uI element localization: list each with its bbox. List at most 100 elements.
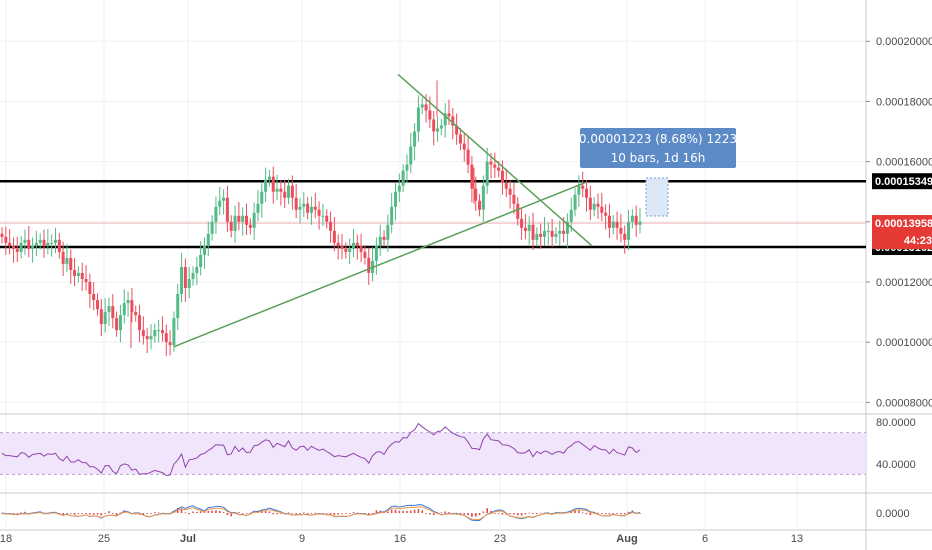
macd-hist-bar bbox=[306, 513, 309, 514]
candle-body bbox=[309, 206, 313, 213]
candle-body bbox=[409, 146, 413, 165]
rsi-tick-label: 40.0000 bbox=[876, 459, 916, 471]
candle-body bbox=[176, 294, 180, 319]
price-tick-label: 0.00008000 bbox=[876, 397, 932, 409]
macd-hist-bar bbox=[417, 509, 420, 513]
candle-body bbox=[569, 209, 573, 222]
candle-body bbox=[493, 164, 497, 168]
candle-body bbox=[31, 245, 35, 249]
candle-body bbox=[317, 209, 321, 216]
candle-body bbox=[623, 233, 627, 240]
macd-hist-bar bbox=[367, 513, 370, 516]
candle-body bbox=[367, 257, 371, 273]
candle-body bbox=[256, 203, 260, 213]
macd-hist-bar bbox=[432, 513, 435, 516]
candle-body bbox=[600, 206, 604, 213]
candle-body bbox=[585, 188, 589, 198]
candle-body bbox=[329, 221, 333, 231]
macd-hist-bar bbox=[89, 513, 91, 515]
macd-hist-bar bbox=[413, 509, 416, 513]
candle-body bbox=[413, 131, 417, 147]
date-axis[interactable]: 18 25 Jul 9 16 23 Aug 6 13 bbox=[0, 533, 803, 545]
macd-hist-bar bbox=[260, 510, 263, 513]
candle-body bbox=[15, 248, 19, 252]
date-label: 9 bbox=[299, 533, 305, 545]
candle-body bbox=[42, 239, 46, 246]
candle-body bbox=[164, 333, 168, 343]
macd-hist-bar bbox=[490, 510, 492, 513]
macd-hist-bar bbox=[597, 512, 599, 514]
candle-body bbox=[264, 179, 268, 192]
macd-hist-bar bbox=[77, 513, 80, 514]
candle-body bbox=[562, 230, 566, 234]
macd-hist-bar bbox=[600, 513, 603, 514]
price-tick-label: 0.00012000 bbox=[876, 277, 932, 289]
macd-hist-bar bbox=[81, 513, 84, 514]
macd-hist-bar bbox=[406, 510, 408, 513]
macd-hist-bar bbox=[341, 513, 343, 514]
candle-body bbox=[8, 242, 12, 246]
macd-hist-bar bbox=[222, 512, 225, 513]
candle-body bbox=[153, 330, 157, 337]
candle-body bbox=[46, 242, 50, 246]
measure-range-box[interactable] bbox=[645, 177, 669, 217]
macd-hist-bar bbox=[387, 511, 389, 513]
candle-body bbox=[397, 185, 401, 192]
candle-body bbox=[73, 269, 77, 276]
candle-body bbox=[393, 191, 397, 207]
candle-body bbox=[65, 257, 69, 264]
macd-hist-bar bbox=[608, 513, 611, 515]
candle-body bbox=[27, 239, 31, 249]
candle-body bbox=[290, 185, 294, 198]
candle-body bbox=[455, 125, 459, 135]
last-price-badge-text: 0.00013958 bbox=[875, 218, 932, 230]
candle-body bbox=[84, 278, 88, 282]
candle-body bbox=[321, 215, 325, 217]
candle-body bbox=[382, 236, 386, 240]
downtrend-line[interactable] bbox=[397, 73, 593, 247]
trendlines[interactable] bbox=[173, 73, 593, 348]
candle-body bbox=[436, 128, 440, 132]
candle-body bbox=[489, 161, 493, 165]
macd-hist-bar bbox=[390, 509, 393, 513]
candle-body bbox=[363, 251, 367, 258]
horizontal-levels[interactable] bbox=[0, 179, 866, 249]
macd-hist-bar bbox=[238, 512, 240, 513]
candle-body bbox=[149, 336, 153, 340]
date-label: Aug bbox=[616, 533, 637, 545]
macd-hist-bar bbox=[329, 513, 332, 515]
macd-hist-bar bbox=[157, 512, 160, 514]
candle-body bbox=[596, 203, 600, 207]
macd-hist-bar bbox=[551, 513, 553, 514]
candle-body bbox=[581, 185, 585, 189]
macd-hist-bar bbox=[310, 513, 313, 514]
candle-body bbox=[96, 300, 100, 310]
price-axis[interactable]: 0.000200000.000180000.000160000.00014000… bbox=[866, 36, 932, 409]
candle-body bbox=[61, 251, 65, 264]
macd-hist-bar bbox=[612, 513, 615, 514]
candle-body bbox=[210, 221, 214, 234]
macd-hist-bar bbox=[429, 513, 431, 515]
candle-body bbox=[451, 116, 455, 126]
uptrend-line[interactable] bbox=[173, 181, 586, 348]
candle-body bbox=[283, 191, 287, 198]
candle-body bbox=[558, 230, 562, 234]
last-price-badge bbox=[872, 215, 932, 250]
measure-tool[interactable]: 0.00001223 (8.68%) 1223 10 bars, 1d 16h bbox=[579, 128, 737, 217]
macd-hist-bar bbox=[578, 510, 580, 513]
candle-body bbox=[252, 212, 256, 228]
macd-hist-bar bbox=[604, 513, 607, 514]
macd-hist-bar bbox=[425, 513, 427, 514]
candle-body bbox=[554, 233, 558, 237]
candle-body bbox=[481, 185, 485, 210]
macd-hist-bar bbox=[226, 513, 229, 516]
candle-body bbox=[478, 200, 482, 210]
candle-body bbox=[462, 143, 466, 150]
price-tick-label: 0.00016000 bbox=[876, 157, 932, 169]
candle-body bbox=[604, 212, 608, 216]
countdown-text: 44:23 bbox=[904, 235, 932, 247]
candle-body bbox=[138, 315, 142, 331]
level-price-badge-text: 0.00015349 bbox=[875, 176, 932, 188]
macd-hist-bar bbox=[352, 512, 355, 513]
